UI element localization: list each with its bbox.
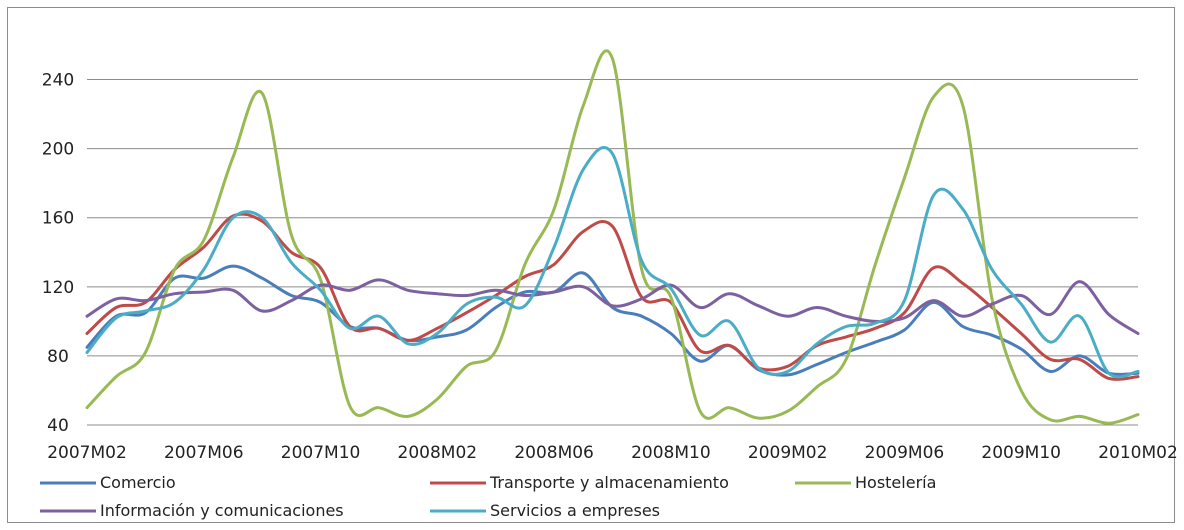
x-tick-label: 2009M02 — [748, 443, 828, 463]
series-line-servicios-a-empreses — [85, 146, 1140, 379]
series-line-informaci-n-y-comunicaciones — [85, 278, 1140, 335]
legend-label: Servicios a empreses — [490, 501, 660, 520]
legend: Comercio Transporte y almacenamiento Hoste… — [40, 473, 936, 520]
x-tick-label: 2009M10 — [981, 443, 1061, 463]
y-tick-label: 120 — [42, 278, 74, 298]
series-line-hosteler-a — [85, 49, 1140, 425]
y-axis-ticks: 40 80 120 160 200 240 — [42, 71, 74, 436]
legend-label: Información y comunicaciones — [100, 501, 344, 520]
x-tick-label: 2007M06 — [164, 443, 244, 463]
legend-label: Hostelería — [855, 473, 936, 492]
legend-label: Transporte y almacenamiento — [489, 473, 729, 492]
x-tick-label: 2010M02 — [1098, 443, 1178, 463]
x-tick-label: 2007M10 — [281, 443, 361, 463]
x-tick-label: 2007M02 — [47, 443, 127, 463]
series-line-comercio — [85, 264, 1140, 377]
legend-label: Comercio — [100, 473, 176, 492]
x-tick-label: 2009M06 — [865, 443, 945, 463]
gridlines — [87, 79, 1138, 426]
series-line-transporte-y-almacenamiento — [85, 212, 1140, 381]
x-axis-ticks: 2007M02 2007M06 2007M10 2008M02 2008M06 2008M… — [47, 443, 1178, 463]
x-tick-label: 2008M02 — [398, 443, 478, 463]
y-tick-label: 200 — [42, 140, 74, 160]
y-tick-label: 40 — [47, 416, 69, 436]
y-tick-label: 80 — [47, 347, 69, 367]
y-tick-label: 160 — [42, 209, 74, 229]
series-lines — [85, 49, 1140, 425]
y-tick-label: 240 — [42, 71, 74, 91]
x-tick-label: 2008M06 — [514, 443, 594, 463]
x-tick-label: 2008M10 — [631, 443, 711, 463]
chart-frame — [7, 7, 1175, 523]
